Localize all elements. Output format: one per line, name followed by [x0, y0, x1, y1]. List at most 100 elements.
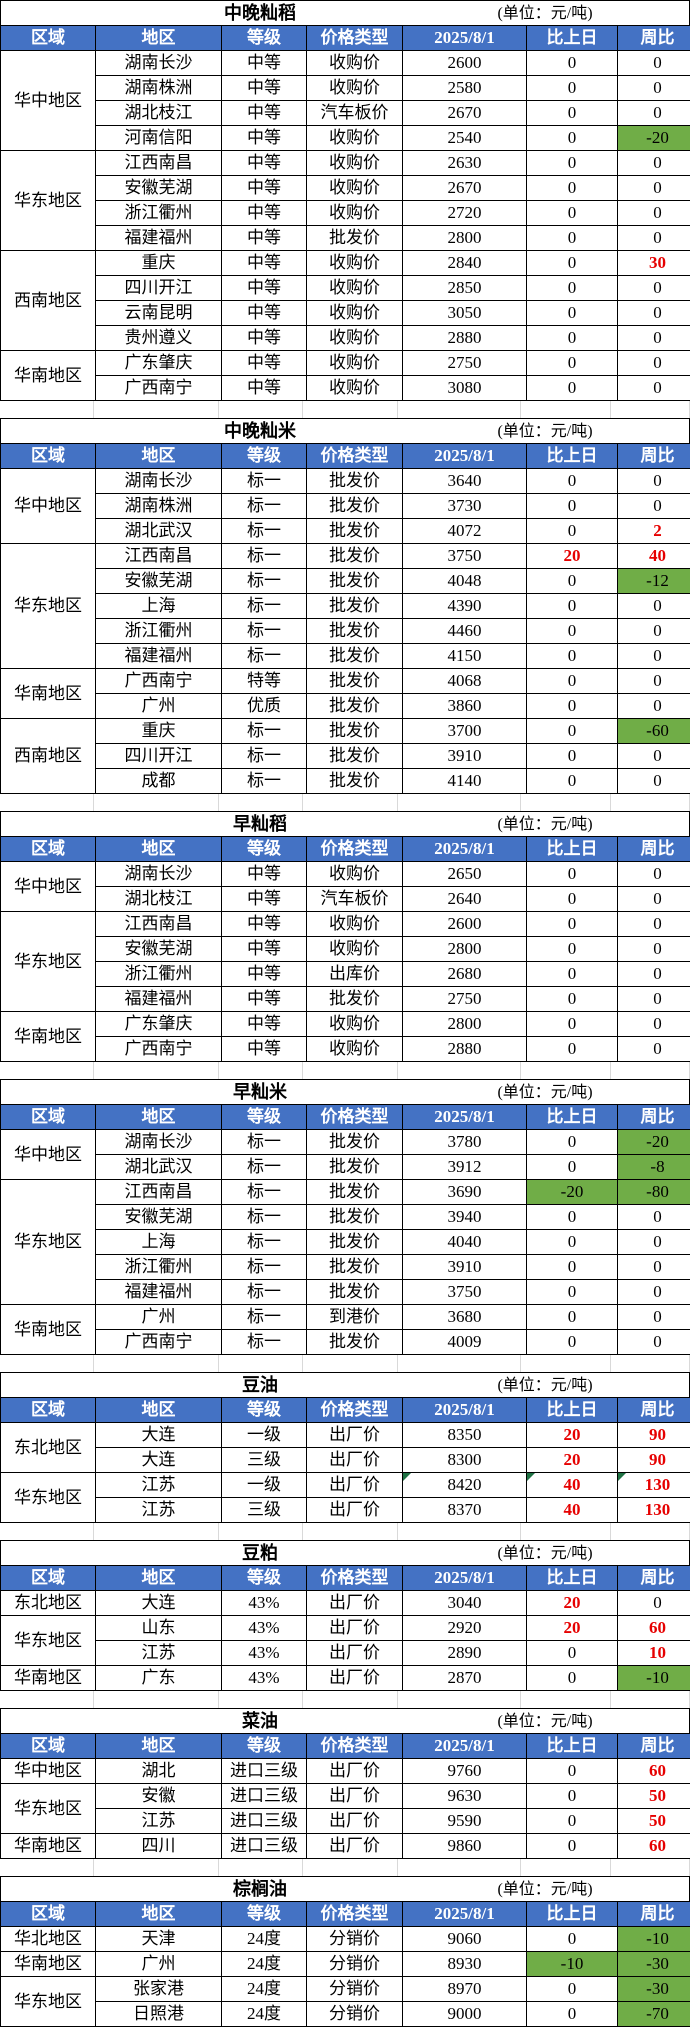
column-header-0: 区域 [0, 1565, 96, 1591]
price-cell: 3780 [402, 1129, 527, 1155]
grade-cell: 中等 [221, 125, 307, 151]
vs-day-cell-value: 0 [567, 1929, 577, 1948]
price-cell: 9760 [402, 1758, 527, 1784]
vs-day-cell: 0 [526, 568, 618, 594]
vs-day-cell: 0 [526, 693, 618, 719]
price-cell-value: 2880 [447, 1039, 482, 1058]
gap-gridline-cell [219, 1062, 303, 1079]
vs-day-cell: 0 [526, 468, 618, 494]
region-cell: 华东地区 [0, 543, 96, 669]
area-cell: 浙江衢州 [95, 961, 222, 987]
vs-week-cell: 90 [617, 1447, 690, 1473]
column-header-6: 周比 [617, 836, 690, 862]
area-cell: 大连 [95, 1447, 222, 1473]
price-cell-value: 2840 [447, 253, 482, 272]
vs-day-cell-value: 0 [567, 1836, 577, 1855]
area-cell: 广州 [95, 693, 222, 719]
gap-gridline-cell [303, 1355, 398, 1372]
vs-day-cell: 0 [526, 1204, 618, 1230]
grade-cell: 标一 [221, 1304, 307, 1330]
vs-day-cell: 0 [526, 1329, 618, 1355]
column-header-3: 价格类型 [306, 443, 403, 469]
vs-day-cell-value: 0 [567, 964, 577, 983]
gap-gridline-cell [521, 1691, 611, 1708]
price-cell-value: 4068 [447, 671, 482, 690]
table-title: 中晚籼米 [224, 421, 296, 441]
vs-day-cell: 0 [526, 1154, 618, 1180]
column-header-5: 比上日 [526, 1901, 618, 1927]
vs-week-cell-value: 0 [653, 1207, 662, 1226]
price-cell: 2600 [402, 911, 527, 937]
table-section-7: 菜油 (单位：元/吨) 区域 地区 等级 价格类型 2025/8/1 比上日 周比 华中地区 湖北进… [0, 1708, 690, 1859]
vs-week-cell: 2 [617, 518, 690, 544]
region-cell: 华东地区 [0, 1179, 96, 1305]
grade-cell: 中等 [221, 50, 307, 76]
grade-cell: 中等 [221, 200, 307, 226]
gap-gridline-cell [521, 401, 611, 418]
vs-week-cell: 40 [617, 543, 690, 569]
vs-week-cell-value: -60 [646, 721, 669, 740]
area-cell: 河南信阳 [95, 125, 222, 151]
vs-week-cell: 0 [617, 300, 690, 326]
area-cell: 福建福州 [95, 225, 222, 251]
price-type-cell: 批发价 [306, 568, 403, 594]
vs-day-cell-value: 0 [567, 571, 577, 590]
price-cell: 2880 [402, 1036, 527, 1062]
vs-week-cell-value: 60 [649, 1618, 666, 1637]
table-row: 广西南宁 中等 收购价 3080 0 0 [1, 375, 690, 401]
price-cell: 2600 [402, 50, 527, 76]
column-header-5: 比上日 [526, 1565, 618, 1591]
price-cell: 3730 [402, 493, 527, 519]
vs-day-cell-value: 0 [567, 178, 577, 197]
area-cell: 山东 [95, 1615, 222, 1641]
price-cell-value: 3750 [447, 1282, 482, 1301]
vs-day-cell: 0 [526, 936, 618, 962]
price-cell-value: 4040 [447, 1232, 482, 1251]
vs-week-cell: 60 [617, 1833, 690, 1859]
column-header-5: 比上日 [526, 836, 618, 862]
price-type-cell: 收购价 [306, 50, 403, 76]
area-cell: 湖南长沙 [95, 468, 222, 494]
price-type-cell: 批发价 [306, 1329, 403, 1355]
vs-week-cell-value: -10 [646, 1929, 669, 1948]
area-cell: 安徽芜湖 [95, 1204, 222, 1230]
price-type-cell: 批发价 [306, 1254, 403, 1280]
vs-day-cell: 40 [526, 1497, 618, 1523]
price-cell: 4040 [402, 1229, 527, 1255]
vs-week-cell: 0 [617, 150, 690, 176]
price-cell-value: 3080 [447, 378, 482, 397]
grade-cell: 进口三级 [221, 1758, 307, 1784]
grade-cell: 43% [221, 1640, 307, 1666]
price-cell: 8370 [402, 1497, 527, 1523]
area-cell: 广州 [95, 1304, 222, 1330]
area-cell: 江苏 [95, 1640, 222, 1666]
table-row: 成都 标一 批发价 4140 0 0 [1, 768, 690, 794]
vs-week-cell-value: 50 [649, 1786, 666, 1805]
column-header-4: 2025/8/1 [402, 1397, 527, 1423]
price-cell-value: 4048 [447, 571, 482, 590]
table-row: 东北地区 大连 一级 出厂价 8350 20 90 [0, 1422, 690, 1473]
table-row: 华东地区 张家港 24度 分销价 8970 0 -30 [0, 1976, 690, 2027]
column-header-4: 2025/8/1 [402, 1733, 527, 1759]
column-header-6: 周比 [617, 1565, 690, 1591]
table-row: 广西南宁 中等 收购价 2880 0 0 [1, 1036, 690, 1062]
table-title: 菜油 [242, 1711, 278, 1731]
price-cell-value: 2750 [447, 989, 482, 1008]
gap-gridline-cell [611, 1523, 690, 1540]
column-header-6: 周比 [617, 25, 690, 51]
vs-week-cell-value: 90 [649, 1425, 666, 1444]
vs-day-cell: 0 [526, 1254, 618, 1280]
vs-week-cell: 0 [617, 75, 690, 101]
grade-cell: 标一 [221, 1204, 307, 1230]
vs-week-cell-value: 0 [653, 278, 662, 297]
vs-day-cell: 20 [526, 1422, 618, 1448]
price-type-cell: 出厂价 [306, 1665, 403, 1691]
table-body: 华中地区 湖北 进口三级 出厂价 9760 0 60 华东地区 安徽 进口三级 出厂价 9630 0 50… [0, 1758, 690, 1859]
price-cell-value: 8930 [447, 1954, 482, 1973]
area-cell: 浙江衢州 [95, 200, 222, 226]
column-header-6: 周比 [617, 1104, 690, 1130]
vs-day-cell: 0 [526, 150, 618, 176]
gap-gridline-cell [611, 794, 690, 811]
vs-week-cell: -20 [617, 125, 690, 151]
vs-day-cell: 0 [526, 1833, 618, 1859]
